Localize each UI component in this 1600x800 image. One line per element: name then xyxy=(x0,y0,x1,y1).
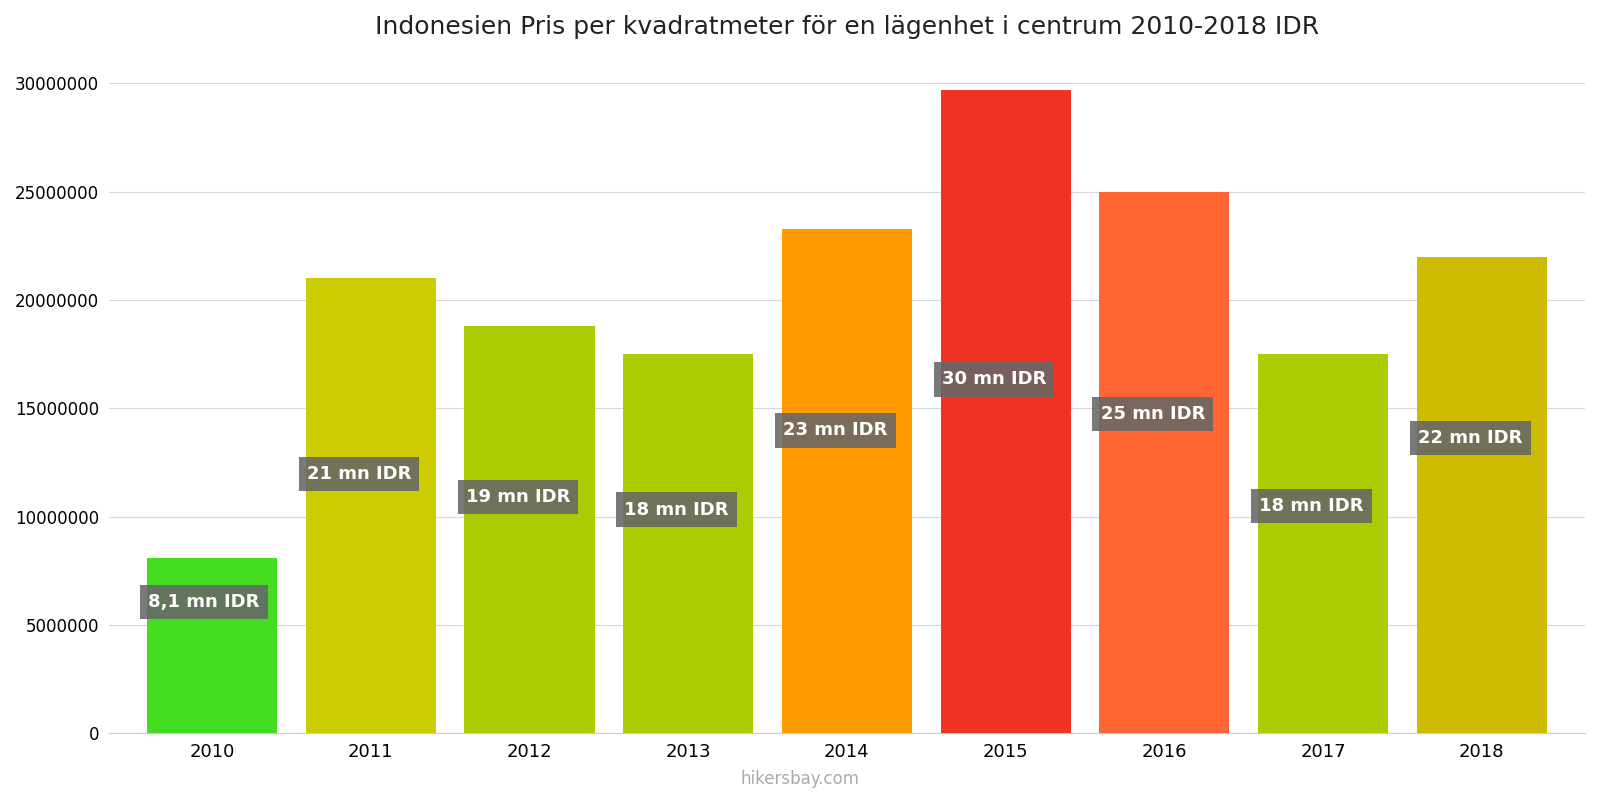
Text: 23 mn IDR: 23 mn IDR xyxy=(782,422,888,439)
Bar xyxy=(1416,257,1547,734)
Text: 22 mn IDR: 22 mn IDR xyxy=(1418,429,1523,447)
Text: 30 mn IDR: 30 mn IDR xyxy=(942,370,1046,389)
Bar xyxy=(464,326,595,734)
Bar xyxy=(1099,192,1229,734)
Text: 19 mn IDR: 19 mn IDR xyxy=(466,488,570,506)
Text: 18 mn IDR: 18 mn IDR xyxy=(1259,497,1363,515)
Text: 8,1 mn IDR: 8,1 mn IDR xyxy=(149,593,259,610)
Bar xyxy=(1258,354,1389,734)
Bar xyxy=(622,354,754,734)
Bar xyxy=(941,90,1070,734)
Text: 18 mn IDR: 18 mn IDR xyxy=(624,501,730,518)
Text: 21 mn IDR: 21 mn IDR xyxy=(307,465,411,483)
Bar xyxy=(306,278,435,734)
Text: 25 mn IDR: 25 mn IDR xyxy=(1101,405,1205,422)
Bar xyxy=(147,558,277,734)
Title: Indonesien Pris per kvadratmeter för en lägenhet i centrum 2010-2018 IDR: Indonesien Pris per kvadratmeter för en … xyxy=(374,15,1318,39)
Text: hikersbay.com: hikersbay.com xyxy=(741,770,859,788)
Bar xyxy=(782,229,912,734)
